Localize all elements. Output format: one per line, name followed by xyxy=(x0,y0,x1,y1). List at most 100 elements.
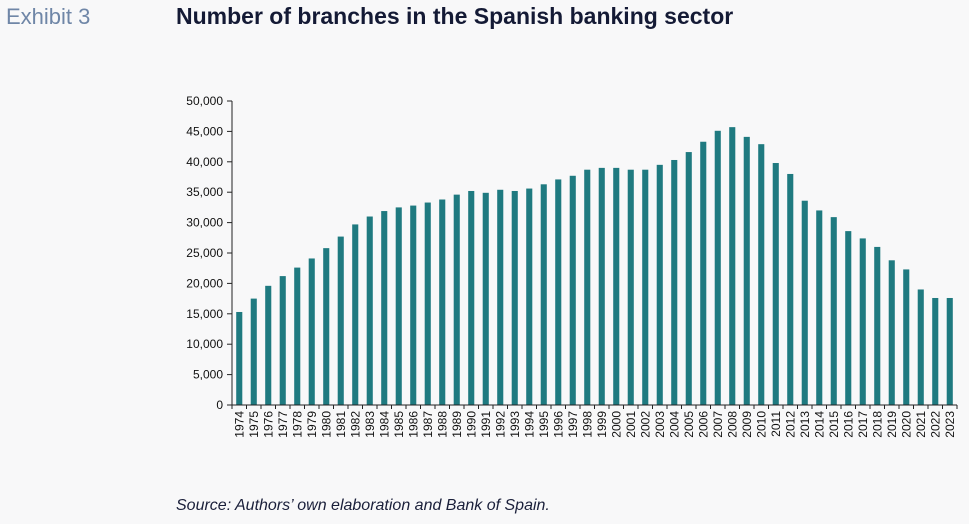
y-tick-label: 30,000 xyxy=(186,216,223,230)
bar-1983 xyxy=(366,216,373,405)
chart-title: Number of branches in the Spanish bankin… xyxy=(176,3,734,29)
x-tick-label: 1976 xyxy=(261,411,275,438)
x-tick-label: 2006 xyxy=(696,411,710,438)
x-tick-label: 2013 xyxy=(798,411,812,438)
x-tick-label: 1993 xyxy=(508,411,522,438)
bar-1992 xyxy=(497,189,504,405)
x-tick-label: 1980 xyxy=(319,411,333,438)
bar-1996 xyxy=(555,179,562,405)
bar-2023 xyxy=(946,297,953,405)
bar-1986 xyxy=(410,205,417,405)
bar-1980 xyxy=(323,248,330,405)
source-note: Source: Authors’ own elaboration and Ban… xyxy=(176,497,550,514)
x-axis: 1974 1975 1976 1977 1978 1979 1980 1981 1982 1983… xyxy=(231,404,958,438)
bar-2017 xyxy=(859,238,866,405)
x-tick-label: 2014 xyxy=(812,411,826,438)
bar-1998 xyxy=(584,169,591,405)
bar-2011 xyxy=(772,163,779,405)
bar-2013 xyxy=(801,200,808,405)
bar-1982 xyxy=(352,224,359,405)
x-tick-label: 2008 xyxy=(725,411,739,438)
x-tick-label: 1996 xyxy=(551,411,565,438)
bar-1999 xyxy=(598,167,605,405)
x-tick-label: 2017 xyxy=(856,411,870,438)
y-tick-label: 40,000 xyxy=(186,155,223,169)
bar-1995 xyxy=(540,184,547,405)
x-tick-label: 2020 xyxy=(899,411,913,438)
bar-2019 xyxy=(888,260,895,405)
x-tick-label: 2023 xyxy=(943,411,957,438)
x-tick-label: 1984 xyxy=(377,411,391,438)
bar-1981 xyxy=(337,236,344,405)
x-tick-label: 1995 xyxy=(537,411,551,438)
x-tick-label: 2007 xyxy=(711,411,725,438)
y-tick-label: 35,000 xyxy=(186,185,223,199)
x-tick-label: 2021 xyxy=(914,411,928,438)
x-tick-label: 2022 xyxy=(928,411,942,438)
bar-1989 xyxy=(453,194,460,405)
x-tick-label: 1983 xyxy=(363,411,377,438)
x-tick-label: 1974 xyxy=(232,411,246,438)
x-tick-label: 1988 xyxy=(435,411,449,438)
x-tick-label: 1994 xyxy=(522,411,536,438)
x-tick-label: 2015 xyxy=(827,411,841,438)
bar-2015 xyxy=(830,217,837,405)
y-tick-label: 25,000 xyxy=(186,246,223,260)
y-tick-label: 5,000 xyxy=(193,368,223,382)
bar-2018 xyxy=(874,246,881,405)
bar-2016 xyxy=(845,231,852,405)
x-tick-label: 1992 xyxy=(493,411,507,438)
x-tick-label: 1997 xyxy=(566,411,580,438)
bar-1984 xyxy=(381,211,388,405)
y-tick-label: 10,000 xyxy=(186,337,223,351)
bar-2014 xyxy=(816,210,823,405)
bar-series xyxy=(236,127,953,406)
bar-1994 xyxy=(526,188,533,405)
x-tick-label: 2009 xyxy=(740,411,754,438)
x-tick-label: 1981 xyxy=(334,411,348,438)
bar-1988 xyxy=(439,199,446,405)
x-tick-label: 1989 xyxy=(450,411,464,438)
x-tick-label: 1990 xyxy=(464,411,478,438)
x-tick-label: 2001 xyxy=(624,411,638,438)
bar-2022 xyxy=(932,297,939,405)
x-tick-label: 2011 xyxy=(769,411,783,437)
x-tick-label: 1987 xyxy=(421,411,435,438)
bar-1997 xyxy=(569,175,576,405)
x-tick-label: 2018 xyxy=(870,411,884,438)
bar-1985 xyxy=(395,207,402,405)
x-tick-label: 1977 xyxy=(276,411,290,438)
bar-2005 xyxy=(685,152,692,405)
x-tick-label: 2004 xyxy=(667,411,681,438)
x-tick-label: 1998 xyxy=(580,411,594,438)
bar-chart: 0 5,000 10,000 15,000 20,000 25,000 30,000 35,0… xyxy=(186,94,958,438)
bar-2007 xyxy=(714,130,721,406)
y-tick-label: 45,000 xyxy=(186,124,223,138)
x-tick-label: 2010 xyxy=(754,411,768,438)
x-tick-label: 1999 xyxy=(595,411,609,438)
x-tick-label: 2019 xyxy=(885,411,899,438)
x-tick-label: 1982 xyxy=(348,411,362,438)
x-tick-label: 1985 xyxy=(392,411,406,438)
bar-1993 xyxy=(511,190,518,405)
bar-2020 xyxy=(903,269,910,405)
bar-1990 xyxy=(468,190,475,405)
bar-2003 xyxy=(656,164,663,405)
x-tick-label: 1975 xyxy=(247,411,261,438)
bar-1975 xyxy=(250,298,257,405)
y-tick-label: 0 xyxy=(216,398,223,412)
x-tick-label: 1978 xyxy=(290,411,304,438)
bar-1978 xyxy=(294,267,301,405)
bar-1979 xyxy=(308,258,315,405)
bar-1987 xyxy=(424,202,431,405)
x-tick-label: 2012 xyxy=(783,411,797,438)
y-axis: 0 5,000 10,000 15,000 20,000 25,000 30,000 35,0… xyxy=(186,94,233,412)
bar-2009 xyxy=(743,136,750,405)
bar-1977 xyxy=(279,276,286,405)
x-tick-label: 2005 xyxy=(682,411,696,438)
bar-2021 xyxy=(917,289,924,405)
y-tick-label: 20,000 xyxy=(186,276,223,290)
x-tick-label: 2000 xyxy=(609,411,623,438)
y-tick-label: 15,000 xyxy=(186,307,223,321)
x-tick-label: 2016 xyxy=(841,411,855,438)
